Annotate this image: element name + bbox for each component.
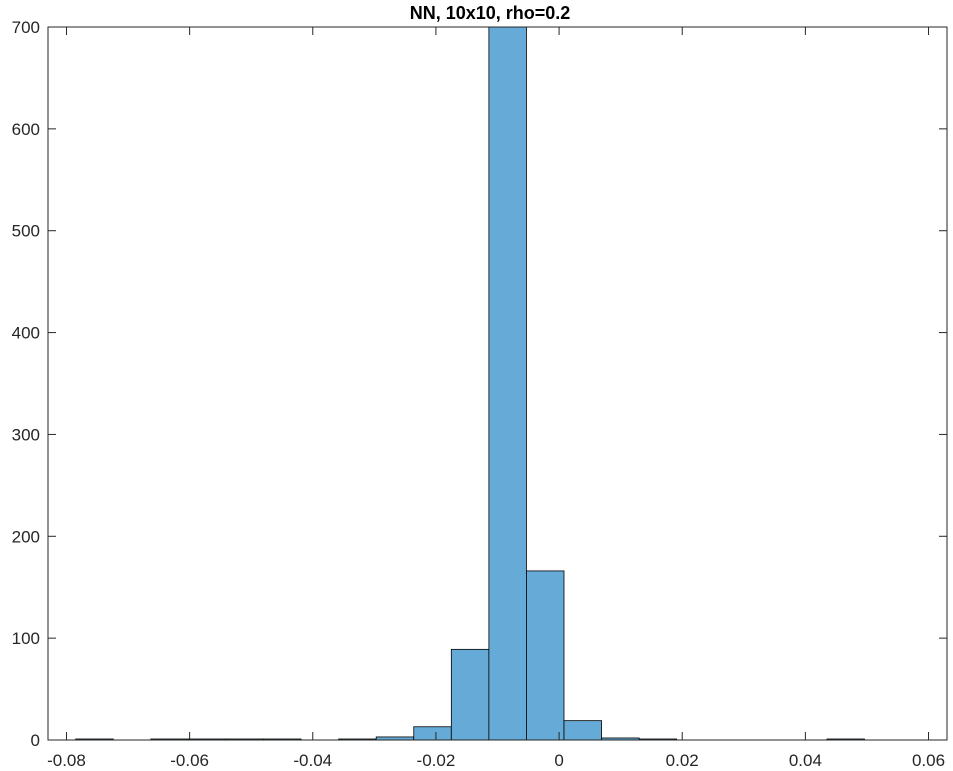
x-tick-label: 0.04 — [789, 751, 822, 770]
bars-group — [75, 26, 865, 741]
histogram-bar — [563, 720, 602, 741]
x-tick-label: -0.04 — [293, 751, 332, 770]
x-tick-label: 0.02 — [666, 751, 699, 770]
x-tick-label: 0.06 — [912, 751, 945, 770]
y-tick-label: 0 — [31, 731, 40, 750]
y-tick-label: 100 — [12, 629, 40, 648]
chart-title: NN, 10x10, rho=0.2 — [410, 3, 571, 23]
y-tick-label: 200 — [12, 527, 40, 546]
y-tick-label: 700 — [12, 18, 40, 37]
histogram-bar — [488, 26, 527, 741]
y-tick-label: 400 — [12, 324, 40, 343]
histogram-bar — [450, 648, 490, 741]
tick-labels-group: -0.08 -0.06 -0.04 -0.02 0 0.02 0.04 0.06 0 100 200… — [12, 18, 945, 770]
histogram-bar — [413, 726, 452, 741]
histogram-bar — [526, 570, 565, 741]
x-tick-label: -0.02 — [417, 751, 456, 770]
x-tick-label: -0.08 — [47, 751, 86, 770]
y-tick-label: 600 — [12, 120, 40, 139]
x-tick-label: 0 — [554, 751, 563, 770]
y-tick-label: 300 — [12, 425, 40, 444]
axes-box — [47, 26, 948, 741]
x-tick-label: -0.06 — [170, 751, 209, 770]
y-tick-label: 500 — [12, 222, 40, 241]
